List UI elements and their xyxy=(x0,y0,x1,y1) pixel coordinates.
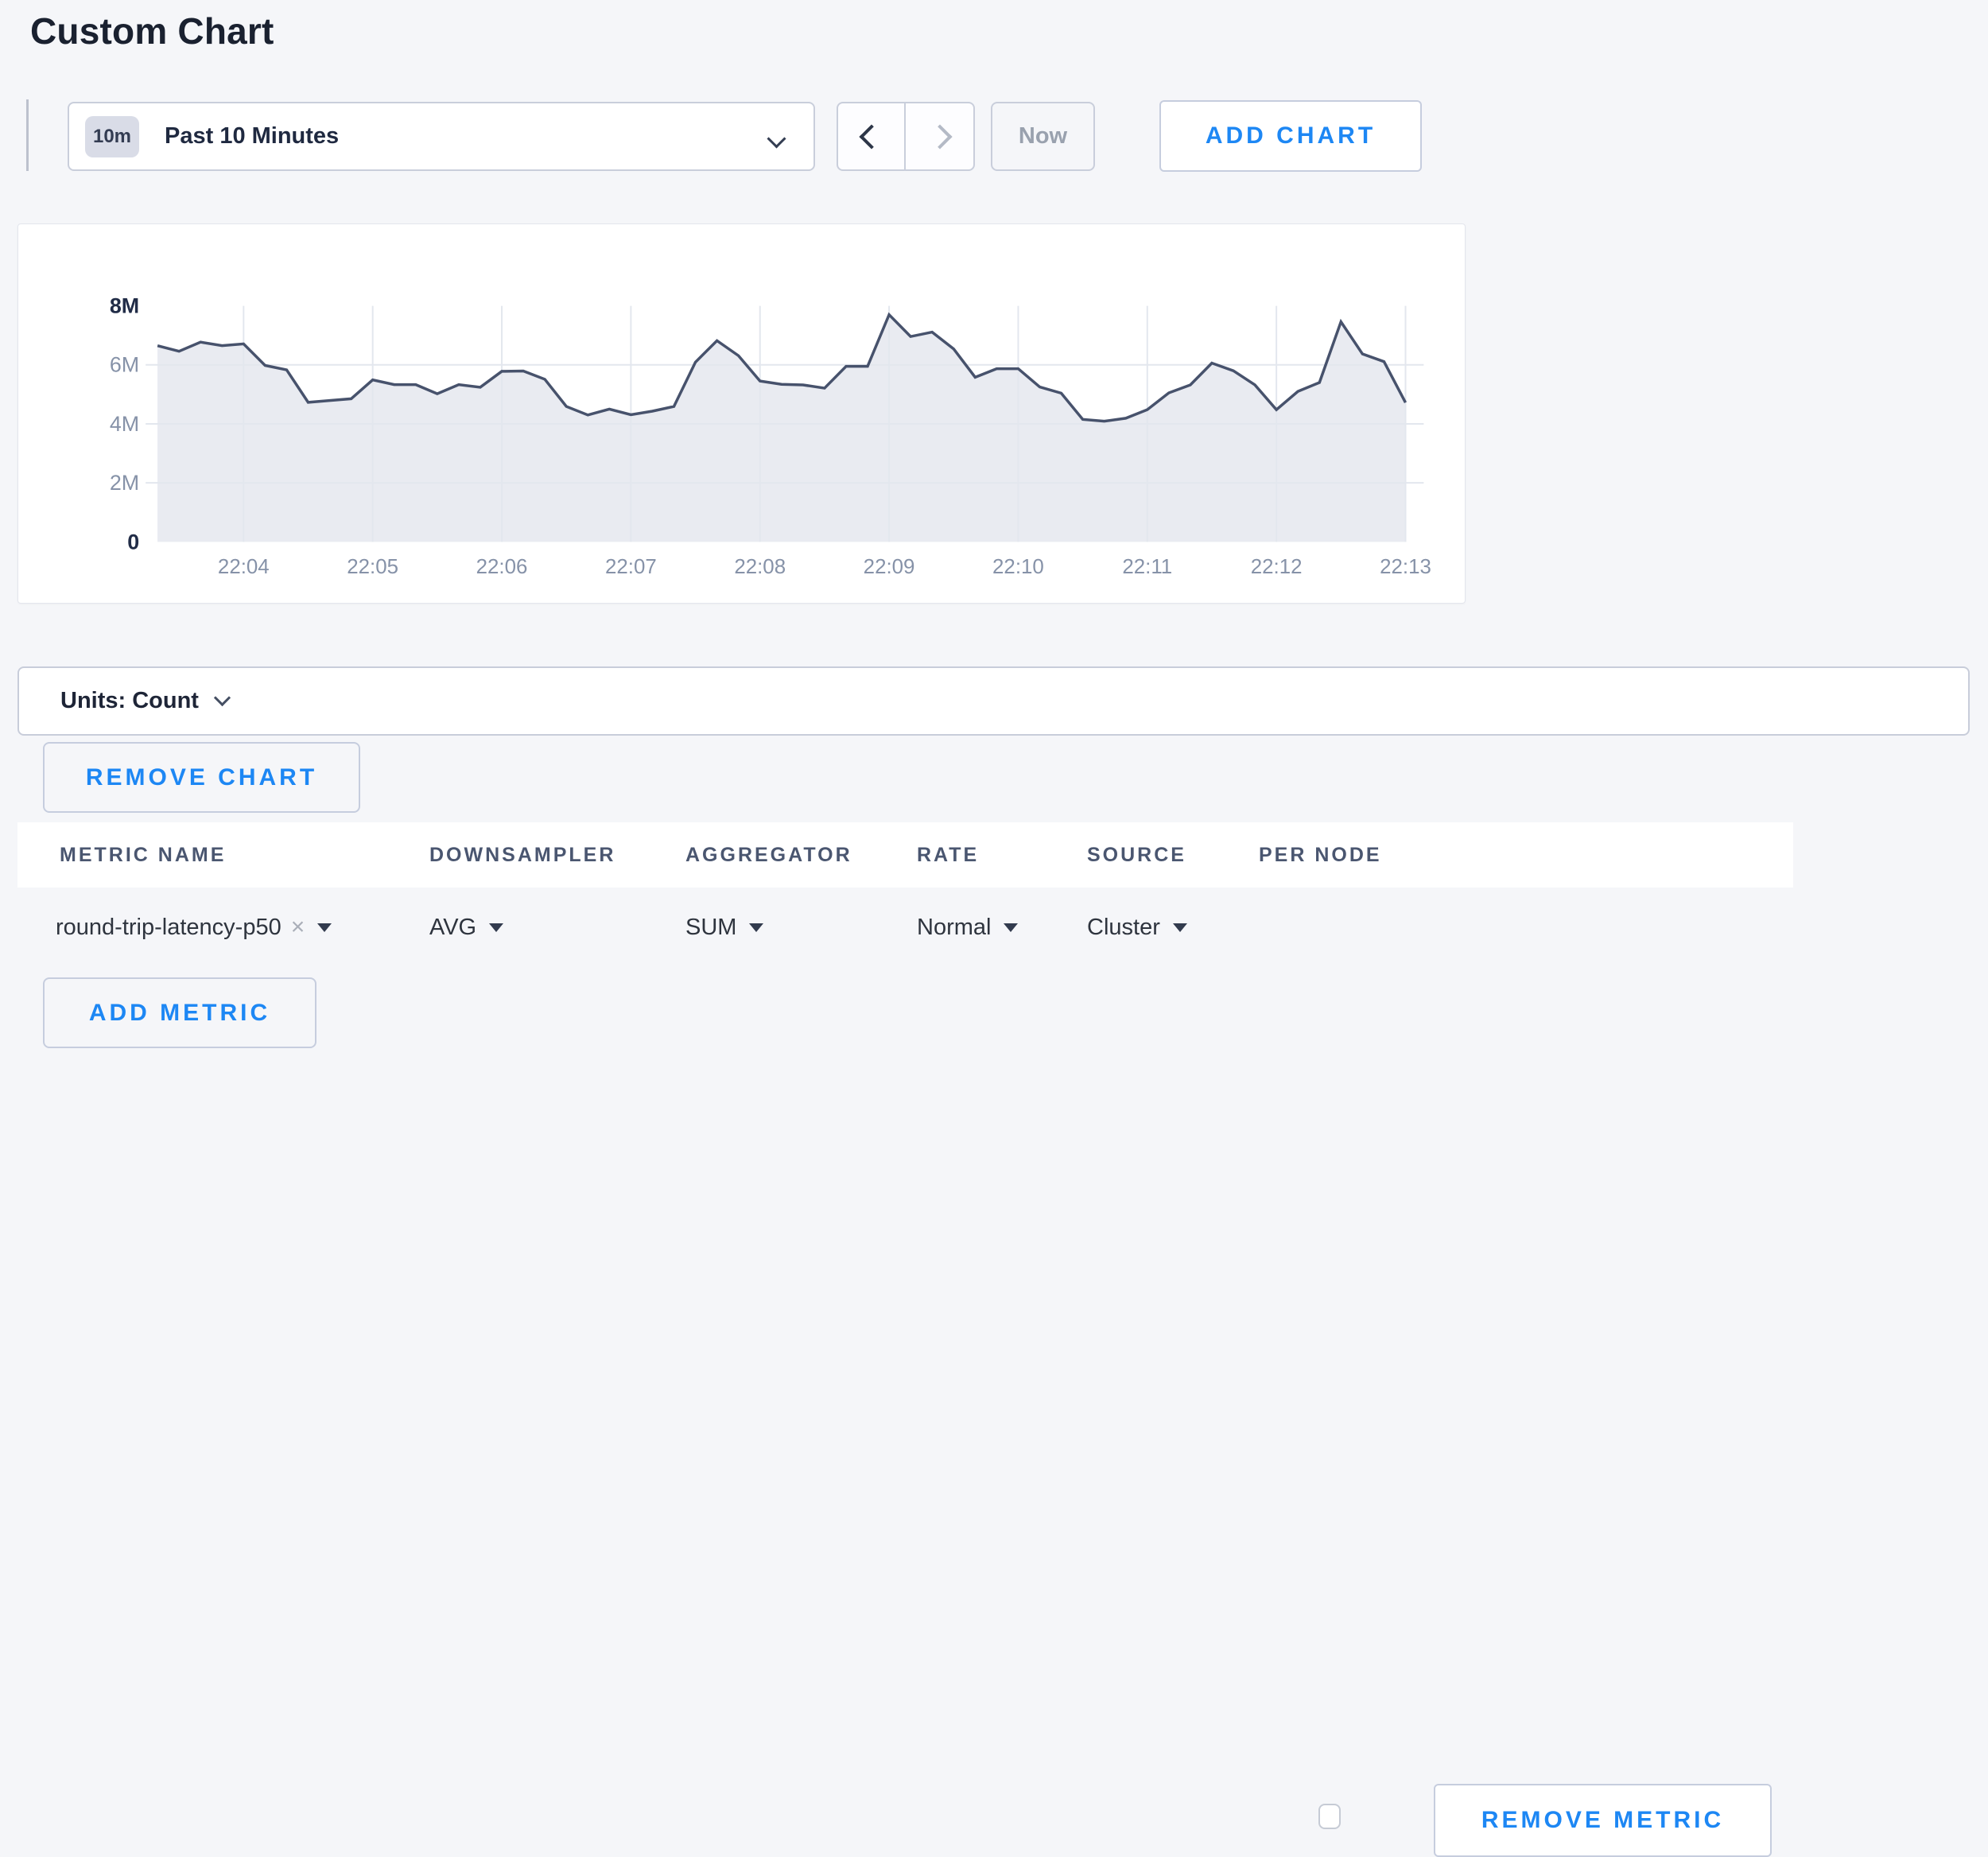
time-back-button[interactable] xyxy=(838,103,906,169)
add-metric-button[interactable]: ADD METRIC xyxy=(43,977,316,1048)
chart-area-fill xyxy=(157,314,1406,542)
chart-panel: 22:04 22:05 22:06 22:07 22:08 22:09 22:10 22:11… xyxy=(17,223,1466,604)
y-axis-tick-label: 6M xyxy=(110,353,139,377)
x-axis-tick-label: 22:05 xyxy=(347,556,398,578)
chevron-left-icon xyxy=(858,123,884,150)
metric-line-chart: 22:04 22:05 22:06 22:07 22:08 22:09 22:10 22:11… xyxy=(110,294,1431,579)
units-label: Units: Count xyxy=(60,688,199,713)
time-range-dropdown[interactable]: 10m Past 10 Minutes xyxy=(68,102,815,171)
source-select[interactable]: Cluster xyxy=(1087,888,1187,967)
time-range-badge: 10m xyxy=(85,115,139,157)
x-axis-tick-label: 22:07 xyxy=(605,556,657,578)
column-header-per-node: PER NODE xyxy=(1259,844,1382,866)
time-forward-button[interactable] xyxy=(906,103,973,169)
metrics-table-header: METRIC NAME DOWNSAMPLER AGGREGATOR RATE … xyxy=(17,822,1793,888)
page-title: Custom Chart xyxy=(30,10,274,52)
downsampler-value: AVG xyxy=(429,914,477,940)
metric-name-select[interactable]: round-trip-latency-p50 × xyxy=(56,888,332,967)
caret-down-icon xyxy=(1172,923,1187,932)
aggregator-value: SUM xyxy=(685,914,737,940)
aggregator-select[interactable]: SUM xyxy=(685,888,764,967)
toolbar-left-divider xyxy=(26,99,29,171)
units-dropdown[interactable]: Units: Count xyxy=(17,666,1970,736)
column-header-rate: RATE xyxy=(917,844,980,866)
rate-value: Normal xyxy=(917,914,992,940)
column-header-metric-name: METRIC NAME xyxy=(60,844,227,866)
x-axis-tick-label: 22:06 xyxy=(476,556,528,578)
x-axis-tick-label: 22:13 xyxy=(1380,556,1431,578)
x-axis-tick-label: 22:04 xyxy=(218,556,270,578)
now-button[interactable]: Now xyxy=(991,102,1095,171)
caret-down-icon xyxy=(489,923,504,932)
x-axis-tick-label: 22:11 xyxy=(1122,556,1172,578)
caret-down-icon xyxy=(1004,923,1019,932)
time-pager xyxy=(837,102,975,171)
remove-chart-button[interactable]: REMOVE CHART xyxy=(43,742,360,813)
caret-down-icon xyxy=(749,923,764,932)
metric-name-value: round-trip-latency-p50 xyxy=(56,914,282,940)
per-node-checkbox[interactable] xyxy=(1318,1804,1341,1829)
table-row: round-trip-latency-p50 × AVG SUM Normal … xyxy=(0,888,1988,1857)
caret-down-icon xyxy=(317,923,332,932)
y-axis-tick-label: 8M xyxy=(110,294,139,318)
chevron-down-icon xyxy=(213,689,231,707)
chevron-right-icon xyxy=(926,123,953,150)
downsampler-select[interactable]: AVG xyxy=(429,888,504,967)
remove-metric-button[interactable]: REMOVE METRIC xyxy=(1434,1784,1772,1857)
add-chart-button[interactable]: ADD CHART xyxy=(1159,100,1422,172)
chart-line-series xyxy=(157,312,1408,423)
x-axis-tick-label: 22:08 xyxy=(734,556,786,578)
x-axis-tick-label: 22:10 xyxy=(992,556,1044,578)
y-axis-tick-label: 4M xyxy=(110,412,139,436)
column-header-aggregator: AGGREGATOR xyxy=(685,844,852,866)
time-range-label: Past 10 Minutes xyxy=(165,123,340,149)
chevron-down-icon xyxy=(767,129,786,149)
column-header-source: SOURCE xyxy=(1087,844,1186,866)
y-axis-tick-label: 0 xyxy=(127,530,139,554)
clear-metric-icon[interactable]: × xyxy=(290,914,305,940)
x-axis-tick-label: 22:09 xyxy=(864,556,915,578)
rate-select[interactable]: Normal xyxy=(917,888,1019,967)
column-header-downsampler: DOWNSAMPLER xyxy=(429,844,616,866)
x-axis-tick-label: 22:12 xyxy=(1251,556,1303,578)
source-value: Cluster xyxy=(1087,914,1160,940)
y-axis-tick-label: 2M xyxy=(110,471,139,495)
